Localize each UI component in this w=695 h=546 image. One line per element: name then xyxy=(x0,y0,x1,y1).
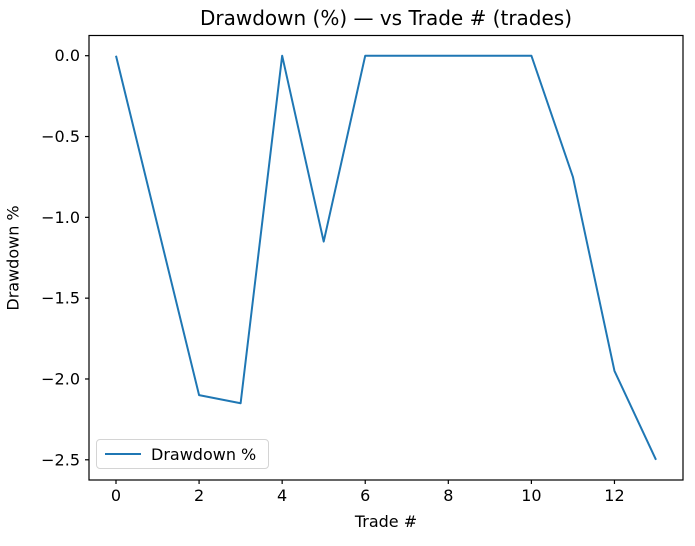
y-tick-label: −2.5 xyxy=(41,450,80,469)
x-tick-label: 0 xyxy=(111,486,121,505)
drawdown-line xyxy=(115,54,657,461)
legend-label: Drawdown % xyxy=(151,444,257,464)
y-tick-label: −0.5 xyxy=(41,127,80,146)
y-tick-label: −1.0 xyxy=(41,208,80,227)
y-tick-label: −1.5 xyxy=(41,289,80,308)
x-tick-label: 8 xyxy=(443,486,453,505)
x-tick-label: 6 xyxy=(360,486,370,505)
axes-frame xyxy=(88,34,684,481)
legend-line-swatch xyxy=(105,453,141,455)
y-tick-label: −2.0 xyxy=(41,369,80,388)
x-tick-label: 12 xyxy=(604,486,624,505)
x-axis-label: Trade # xyxy=(354,512,418,531)
legend: Drawdown % xyxy=(96,439,270,469)
chart-title: Drawdown (%) — vs Trade # (trades) xyxy=(199,6,573,30)
y-tick-label: 0.0 xyxy=(55,46,80,65)
x-tick-label: 2 xyxy=(194,486,204,505)
x-tick-label: 10 xyxy=(521,486,541,505)
x-tick-label: 4 xyxy=(277,486,287,505)
